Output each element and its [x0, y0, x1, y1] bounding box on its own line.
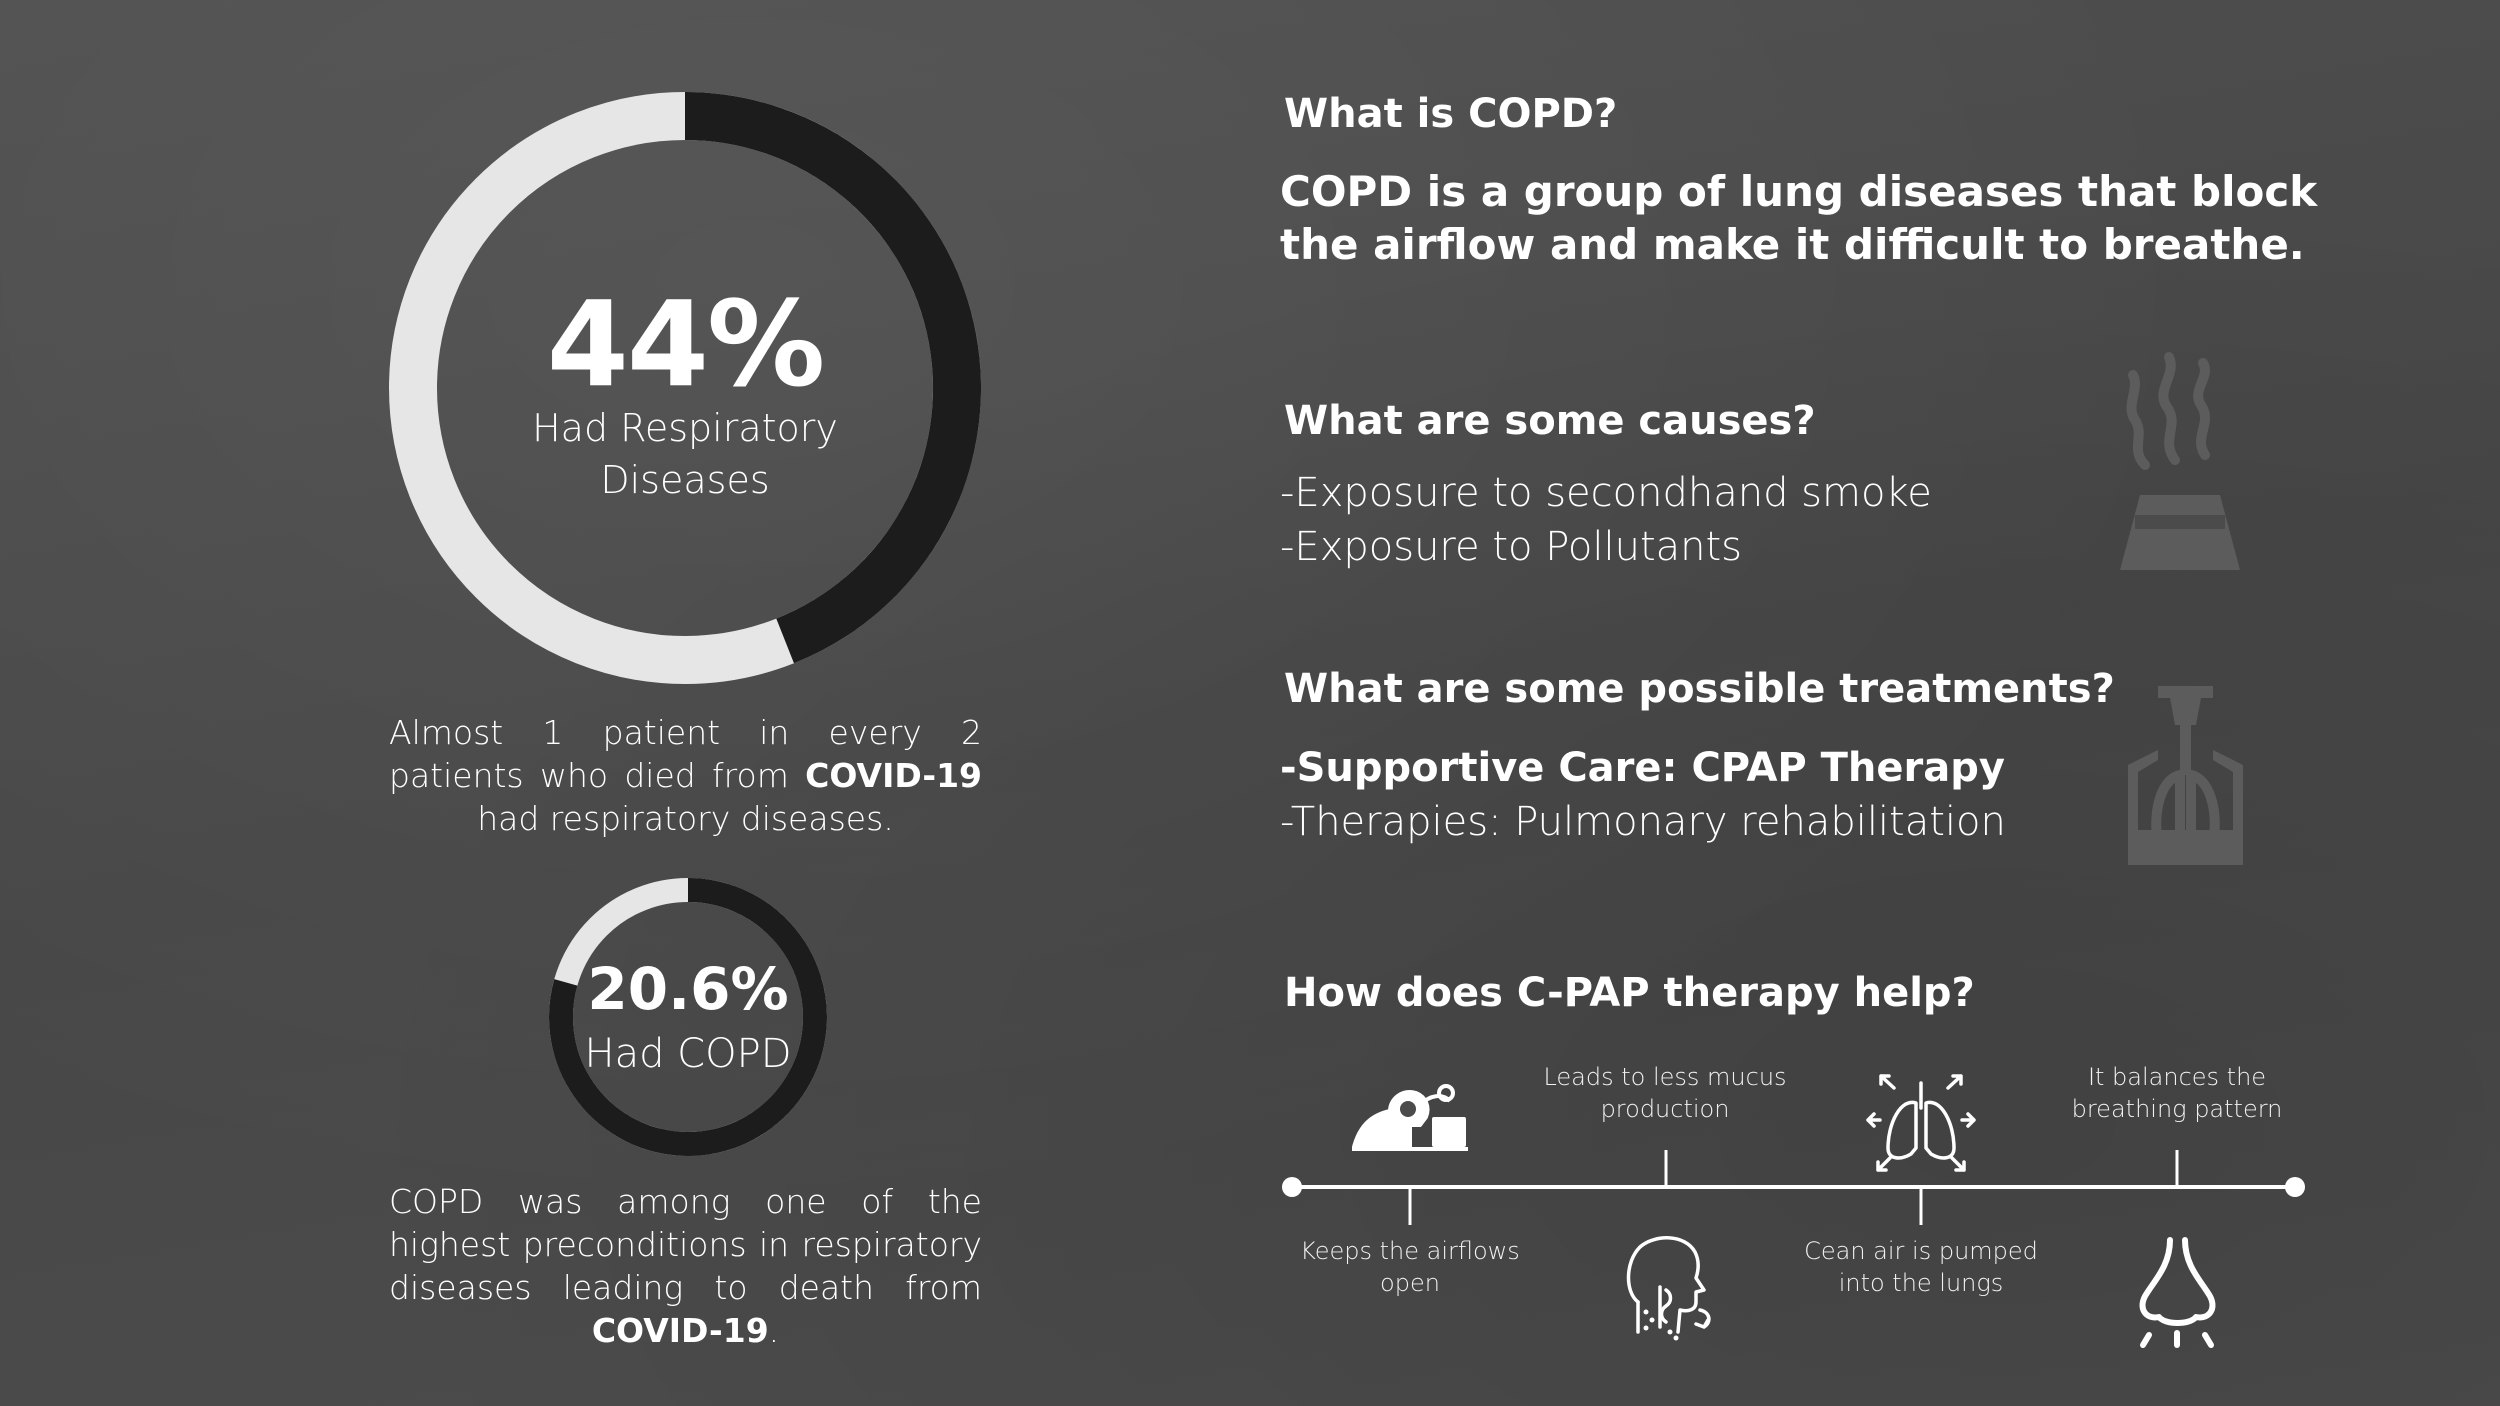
timeline-text-line: production: [1600, 1095, 1730, 1123]
copd-donut: [549, 878, 827, 1156]
treatment-item: -Therapies: Pulmonary rehabilitation: [1280, 799, 2006, 845]
cpap-mask-patient-icon: [1352, 1084, 1468, 1151]
treatment-item: -Supportive Care: CPAP Therapy: [1280, 745, 2005, 791]
nose-breathing-icon: [2139, 1237, 2216, 1348]
causes-heading: What are some causes?: [1284, 398, 1816, 444]
copd-percent: 20.6%: [587, 955, 789, 1023]
timeline-text-line: Keeps the airflows: [1300, 1237, 1520, 1265]
respiratory-caption: Almost 1 patient in every 2 patients who…: [389, 711, 982, 840]
timeline-text-line: Cean air is pumped: [1804, 1237, 2038, 1265]
copd-definition: COPD is a group of lung diseases that bl…: [1280, 167, 2318, 269]
respiratory-percent: 44%: [546, 275, 825, 413]
factory-smoke-icon: [2120, 352, 2240, 570]
timeline-text-mucus: Leads to less mucus production: [1535, 1061, 1795, 1125]
caption-text: COPD was among one of the highest precon…: [389, 1182, 982, 1307]
donut-value-arc: [549, 878, 827, 1156]
timeline-text-airflows: Keeps the airflows open: [1280, 1235, 1540, 1299]
timeline-text-line: open: [1380, 1269, 1440, 1297]
timeline-end-dot: [2285, 1177, 2305, 1197]
respiratory-diseases-donut: [389, 92, 981, 684]
timeline-text-line: breathing pattern: [2071, 1095, 2283, 1123]
cause-item: -Exposure to Pollutants: [1280, 524, 1743, 570]
copd-caption: COPD was among one of the highest precon…: [389, 1180, 982, 1352]
caption-text: Almost 1 patient in every 2 patients who…: [389, 713, 982, 795]
caption-text-end: .: [768, 1311, 780, 1350]
timeline-text-balance: It balances the breathing pattern: [2047, 1061, 2307, 1125]
cpap-timeline: [1282, 1150, 2305, 1225]
what-is-copd-heading: What is COPD?: [1284, 91, 1618, 137]
caption-bold: COVID-19: [805, 756, 982, 795]
treatments-heading: What are some possible treatments?: [1284, 666, 2115, 712]
respiratory-label: Had Respiratory Diseases: [390, 402, 980, 506]
respiratory-label-line2: Diseases: [600, 458, 770, 502]
cause-item: -Exposure to secondhand smoke: [1280, 470, 1932, 516]
head-throat-icon: [1626, 1236, 1711, 1341]
copd-label: Had COPD: [584, 1031, 792, 1077]
lungs-airflow-icon: [1866, 1074, 1976, 1172]
timeline-text-line: into the lungs: [1838, 1269, 2004, 1297]
donut-value-arc: [684, 92, 981, 664]
timeline-text-line: Leads to less mucus: [1543, 1063, 1787, 1091]
timeline-text-line: It balances the: [2087, 1063, 2267, 1091]
timeline-text-clean-air: Cean air is pumped into the lungs: [1791, 1235, 2051, 1299]
caption-bold: COVID-19: [591, 1311, 769, 1350]
cpap-heading: How does C-PAP therapy help?: [1284, 970, 1975, 1016]
timeline-start-dot: [1282, 1177, 1302, 1197]
lungs-inhaler-icon: [2128, 686, 2243, 865]
respiratory-label-line1: Had Respiratory: [532, 406, 838, 450]
caption-text-end: had respiratory diseases.: [477, 799, 894, 838]
